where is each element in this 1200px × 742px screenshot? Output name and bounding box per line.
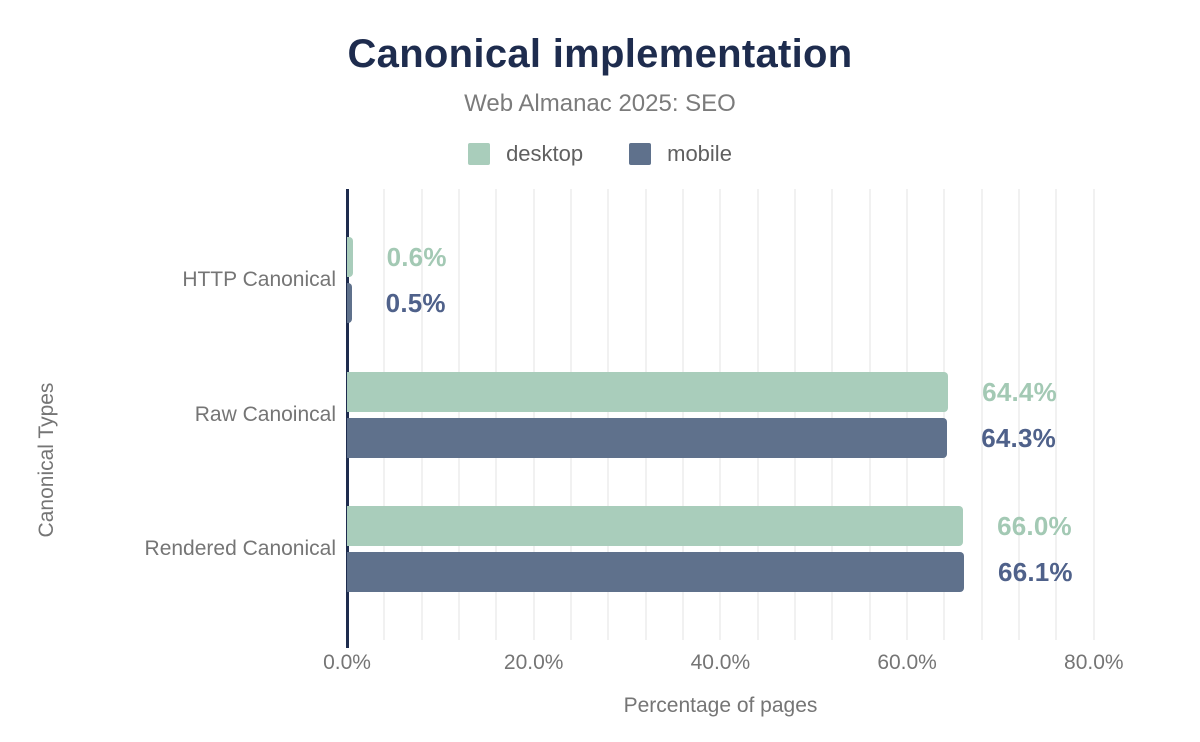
gridline-8pct [420,189,423,640]
y-axis-title: Canonical Types [35,382,58,538]
gridline-52pct [831,189,834,640]
bar-desktop-1 [347,371,949,412]
legend-label-mobile: mobile [667,141,732,166]
gridline-64pct [943,189,946,640]
bar-mobile-0 [347,283,352,323]
chart-title: Canonical implementation [347,32,853,76]
value-label-desktop-0: 0.6% [386,242,447,272]
legend-label-desktop: desktop [506,141,584,166]
gridline-60pct [906,189,909,640]
gridline-80pct [1092,189,1095,640]
chart-legend: desktop mobile [0,141,1200,167]
gridline-24pct [570,189,573,640]
legend-item-mobile: mobile [629,141,732,167]
value-label-desktop-1: 64.4% [982,376,1057,407]
x-tick-label-80: 80.0% [1064,651,1124,674]
value-label-desktop-2: 66.0% [997,511,1072,541]
gridline-36pct [682,189,685,640]
bar-mobile-2 [347,552,965,592]
x-tick-label-20: 20.0% [503,651,564,674]
x-tick-label-60: 60.0% [877,651,937,674]
value-label-mobile-1: 64.3% [981,422,1056,453]
gridline-20pct [532,189,535,640]
category-label-1: Raw Canoincal [194,402,336,426]
legend-item-desktop: desktop [468,141,583,167]
bar-desktop-2 [347,506,964,546]
bar-desktop-0 [347,237,353,277]
gridline-72pct [1018,189,1021,640]
gridline-76pct [1055,189,1058,640]
gridline-56pct [868,189,871,640]
legend-swatch-mobile [629,143,652,165]
x-tick-label-40: 40.0% [690,651,751,674]
gridline-40pct [719,189,722,640]
value-label-mobile-0: 0.5% [385,288,446,318]
gridline-44pct [756,189,759,640]
gridline-48pct [794,189,797,640]
gridline-32pct [644,189,647,640]
chart-subtitle: Web Almanac 2025: SEO [464,90,736,117]
category-label-2: Rendered Canonical [144,537,336,560]
x-tick-label-0: 0.0% [323,651,371,674]
gridline-4pct [383,189,386,640]
x-axis-title: Percentage of pages [623,694,818,717]
gridline-28pct [607,189,610,640]
value-label-mobile-2: 66.1% [998,557,1073,587]
legend-swatch-desktop [468,143,491,165]
plot-area: 0.6% 0.5% 64.4% 64.3% 66.0% 66.1% [346,189,1160,648]
gridline-68pct [980,189,983,640]
bar-mobile-1 [347,417,948,458]
gridline-16pct [495,189,498,640]
category-label-0: HTTP Canonical [182,268,336,291]
gridline-12pct [458,189,461,640]
